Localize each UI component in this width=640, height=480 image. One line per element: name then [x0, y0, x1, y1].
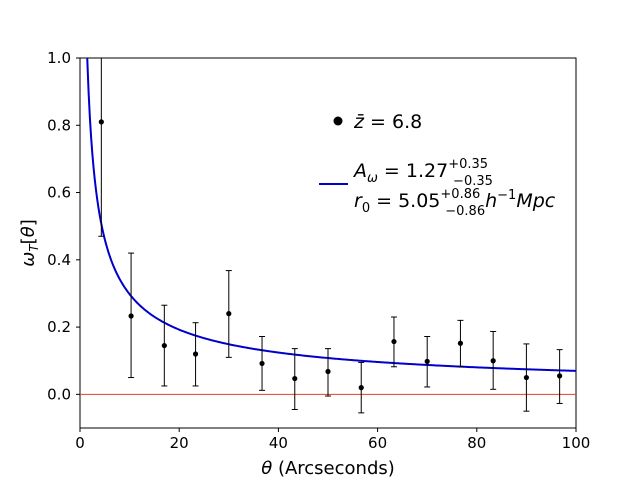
- data-point: [128, 313, 134, 319]
- data-point: [226, 311, 232, 317]
- data-point: [457, 340, 464, 346]
- data-point: [523, 374, 530, 381]
- y-tick-label: 0.8: [47, 116, 71, 134]
- legend: z̄ = 6.8 Aω = 1.27+0.35 −0.35 r0 = 5.05+0…: [319, 111, 556, 219]
- y-tick-label: 0.4: [47, 251, 71, 269]
- data-point: [325, 368, 331, 375]
- legend-line-label-2: r0 = 5.05+0.86 −0.86h−1Mpc: [354, 187, 556, 219]
- y-tick-label: 0.0: [47, 385, 71, 403]
- data-point: [98, 119, 104, 125]
- data-point: [259, 360, 265, 367]
- data-point: [391, 338, 397, 345]
- data-point: [292, 375, 298, 382]
- plot-area-frame: [79, 57, 577, 429]
- x-tick-label: 80: [467, 434, 486, 452]
- x-tick-label: 40: [269, 434, 288, 452]
- x-tick-label: 100: [562, 434, 591, 452]
- x-axis-label: θ (Arcseconds): [261, 458, 395, 479]
- error-bar: [98, 58, 105, 237]
- data-point: [192, 351, 199, 357]
- data-point: [490, 358, 496, 364]
- legend-marker-label: z̄ = 6.8: [353, 111, 422, 133]
- y-tick-label: 0.6: [47, 184, 71, 202]
- x-tick-label: 0: [75, 434, 85, 452]
- data-point: [424, 358, 430, 364]
- y-tick-label: 0.2: [47, 318, 71, 336]
- data-point: [557, 373, 563, 379]
- legend-marker-symbol: [333, 116, 343, 126]
- data-point: [358, 385, 364, 391]
- fit-curve: [86, 57, 577, 372]
- legend-line-label-1: Aω = 1.27+0.35 −0.35: [352, 157, 493, 189]
- y-axis-label: ωT[θ]: [18, 219, 41, 267]
- x-tick-label: 60: [368, 434, 387, 452]
- y-tick-label: 1.0: [47, 49, 71, 67]
- x-tick-label: 20: [170, 434, 189, 452]
- data-point: [161, 342, 167, 349]
